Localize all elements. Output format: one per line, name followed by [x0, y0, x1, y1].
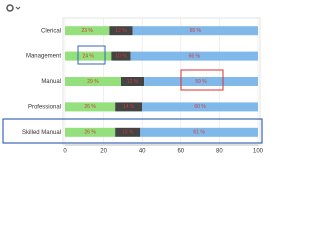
bar-segment	[65, 51, 112, 61]
bar-segment	[132, 26, 258, 36]
bar-segment	[115, 127, 141, 137]
bar-segment	[140, 127, 258, 137]
value-label: 26 %	[84, 130, 96, 136]
page: 0 20 40 60 80 100 Clerical 23 % 12 % 65 % Manageme…	[2, 4, 264, 155]
x-tick-label: 80	[216, 149, 223, 155]
bar-segment	[109, 26, 133, 36]
value-label: 61 %	[193, 130, 205, 136]
value-label: 60 %	[194, 104, 206, 110]
value-label: 59 %	[195, 79, 207, 85]
x-tick-label: 40	[139, 149, 146, 155]
y-tick-label: Management	[26, 54, 61, 60]
x-tick-label: 0	[63, 149, 67, 155]
bar-segment	[142, 102, 258, 112]
highlight-box	[77, 45, 106, 65]
value-label: 66 %	[189, 53, 201, 59]
bar-segment	[65, 77, 121, 86]
highlight-box	[180, 69, 224, 91]
caret	[15, 6, 21, 10]
x-tick-label: 20	[100, 149, 107, 155]
value-label: 14 %	[123, 104, 135, 110]
y-tick-label: Skilled Manual	[22, 130, 61, 136]
y-tick-label: Manual	[41, 79, 61, 85]
bar-segment	[144, 77, 258, 86]
value-label: 13 %	[122, 130, 134, 136]
bar-segment	[130, 51, 258, 61]
value-label: 23 %	[81, 28, 93, 34]
bar-segment	[65, 127, 116, 137]
bar-segment	[65, 26, 110, 36]
value-label: 24 %	[82, 53, 94, 59]
x-tick-label: 100	[253, 149, 264, 155]
y-tick-label: Clerical	[41, 28, 61, 34]
gear	[6, 4, 14, 12]
value-label: 12 %	[115, 28, 127, 34]
value-label: 10 %	[115, 53, 127, 59]
value-label: 12 %	[127, 79, 139, 85]
value-label: 26 %	[84, 104, 96, 110]
value-label: 65 %	[190, 28, 202, 34]
y-tick-label: Professional	[28, 104, 61, 110]
bar-segment	[111, 51, 131, 61]
value-label: 29 %	[87, 79, 99, 85]
settings-icon[interactable]	[6, 4, 21, 12]
highlight-box	[2, 118, 263, 144]
x-tick-label: 60	[177, 149, 184, 155]
bar-segment	[65, 102, 116, 112]
bar-segment	[115, 102, 143, 112]
chart: 0 20 40 60 80 100 Clerical 23 % 12 % 65 % Manageme…	[2, 4, 264, 155]
bar-segment	[120, 77, 145, 86]
